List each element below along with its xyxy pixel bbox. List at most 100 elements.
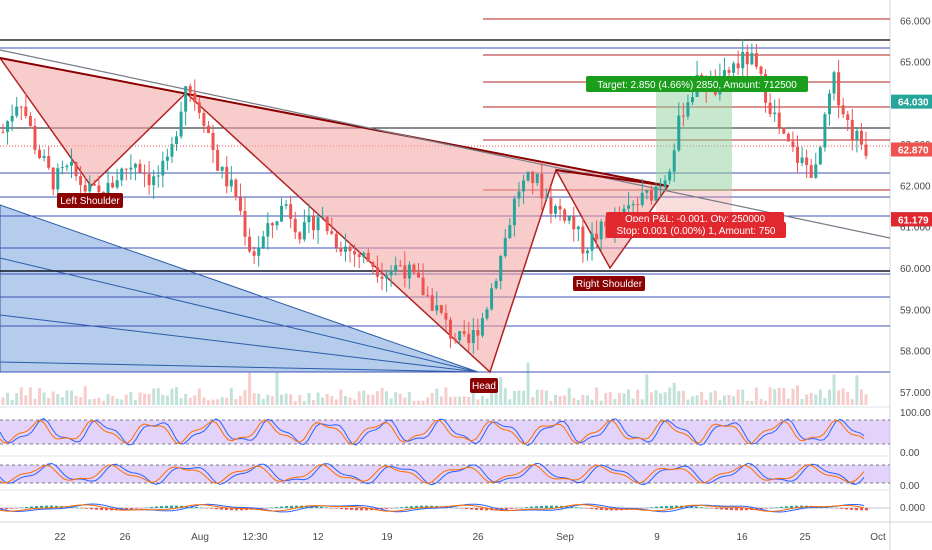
macd-bar: [665, 505, 668, 508]
candle: [403, 251, 407, 288]
volume-bar: [462, 396, 466, 405]
candle: [170, 136, 174, 164]
volume-bar: [175, 387, 179, 405]
volume-bar: [261, 399, 265, 405]
macd-bar: [570, 506, 573, 508]
macd-bar: [230, 508, 233, 511]
candle: [371, 261, 375, 275]
volume-bar: [74, 395, 78, 405]
volume-bar: [307, 393, 311, 405]
candle: [188, 83, 192, 103]
candle: [558, 198, 562, 221]
macd-bar: [365, 508, 368, 511]
volume-bar: [28, 387, 32, 405]
candle: [604, 216, 608, 240]
macd-bar: [95, 508, 98, 510]
macd-bar: [105, 508, 108, 511]
volume-bar: [608, 392, 612, 405]
candle: [777, 98, 781, 134]
macd-bar: [840, 508, 843, 509]
volume-bar: [298, 394, 302, 405]
volume-bar: [837, 390, 841, 405]
candle: [499, 254, 503, 290]
macd-bar: [535, 506, 538, 508]
fan-line: [0, 257, 479, 373]
macd-bar: [860, 508, 863, 511]
candle: [56, 163, 60, 196]
macd-bar: [205, 508, 208, 509]
candle: [672, 143, 676, 183]
candle: [407, 261, 411, 289]
macd-signal: [0, 504, 865, 512]
right-neckline: [555, 169, 669, 187]
macd-bar: [780, 506, 783, 508]
time-tick: Aug: [191, 532, 209, 543]
candle: [818, 145, 822, 166]
open-pnl-label[interactable]: Open P&L: -0.001, Qty: 250000: [606, 212, 784, 225]
stochastic-d: [0, 464, 865, 484]
candle: [321, 206, 325, 218]
price-axis[interactable]: 66.00065.00064.00063.00062.00061.00060.0…: [900, 16, 931, 398]
volume-bar: [677, 391, 681, 405]
volume-bar: [42, 392, 46, 405]
macd-bar: [640, 508, 643, 509]
time-tick: 26: [119, 532, 131, 543]
candle: [398, 259, 402, 267]
volume-bar: [531, 397, 535, 405]
candle: [389, 265, 393, 287]
macd-bar: [200, 507, 203, 509]
macd-bar: [115, 508, 118, 511]
volume-bar: [540, 389, 544, 405]
macd-bar: [330, 508, 333, 509]
candle: [773, 99, 777, 122]
candle: [471, 317, 475, 354]
candle: [10, 104, 14, 131]
volume-bar: [65, 390, 69, 405]
candle: [175, 131, 179, 151]
macd-bar: [515, 508, 518, 509]
macd-bar: [645, 507, 648, 509]
stop-label[interactable]: Stop: 0.001 (0.00%) 1, Amount: 750: [606, 222, 786, 238]
macd-bar: [320, 506, 323, 508]
price-tick: 65.000: [900, 58, 931, 69]
macd-bar: [610, 508, 613, 511]
volume-bar: [115, 398, 119, 405]
volume-bar: [480, 395, 484, 405]
volume-bar: [654, 390, 658, 405]
macd-bar: [760, 508, 763, 510]
macd-bar: [740, 508, 743, 511]
candle: [503, 228, 507, 259]
candle: [859, 123, 863, 150]
macd-bar: [305, 505, 308, 508]
macd-bar: [350, 508, 353, 511]
volume-bar: [348, 397, 352, 405]
candle: [640, 178, 644, 208]
macd-bar: [580, 507, 583, 509]
volume-bar: [257, 393, 261, 405]
time-tick: Sep: [556, 532, 574, 543]
svg-text:Target: 2.850 (4.66%) 2850, Am: Target: 2.850 (4.66%) 2850, Amount: 7125…: [597, 80, 797, 91]
volume-bar: [585, 395, 589, 405]
volume-bar: [832, 374, 836, 405]
macd-bar: [460, 508, 463, 509]
candle: [645, 189, 649, 200]
macd-bar: [675, 505, 678, 508]
target-label[interactable]: Target: 2.850 (4.66%) 2850, Amount: 7125…: [586, 76, 808, 92]
volume-bar: [165, 395, 169, 405]
price-tick: 58.000: [900, 347, 931, 358]
svg-text:Right Shoulder: Right Shoulder: [576, 279, 643, 290]
candle: [426, 286, 430, 297]
volume-bar: [184, 393, 188, 405]
time-axis[interactable]: 22 26 Aug 12:30 12 19 26 Sep 9 16 25 Oct: [54, 532, 886, 543]
macd-bar: [20, 507, 23, 508]
svg-text:Head: Head: [472, 381, 496, 392]
macd-bar: [360, 508, 363, 511]
volume-bar: [636, 389, 640, 405]
volume-bar: [435, 388, 439, 405]
macd-bar: [30, 506, 33, 508]
macd-bar: [475, 508, 478, 510]
candle: [380, 262, 384, 291]
price-tag: 62.870: [891, 142, 932, 157]
